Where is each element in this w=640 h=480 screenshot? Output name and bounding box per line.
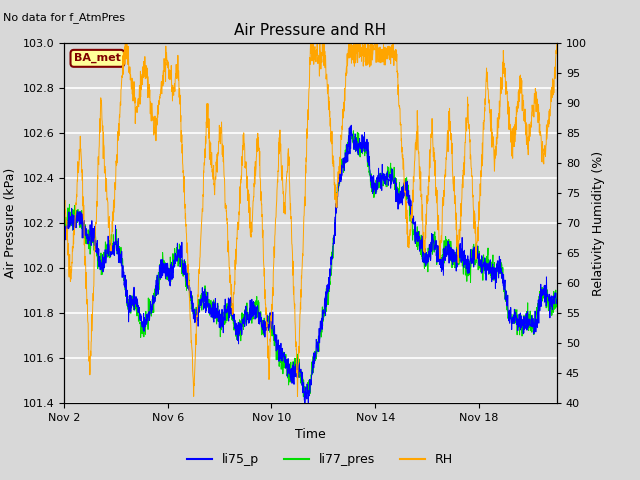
X-axis label: Time: Time [295, 429, 326, 442]
Legend: li75_p, li77_pres, RH: li75_p, li77_pres, RH [182, 448, 458, 471]
Text: BA_met: BA_met [74, 53, 121, 63]
Y-axis label: Relativity Humidity (%): Relativity Humidity (%) [593, 151, 605, 296]
Title: Air Pressure and RH: Air Pressure and RH [234, 23, 387, 38]
Y-axis label: Air Pressure (kPa): Air Pressure (kPa) [4, 168, 17, 278]
Text: No data for f_AtmPres: No data for f_AtmPres [3, 12, 125, 23]
